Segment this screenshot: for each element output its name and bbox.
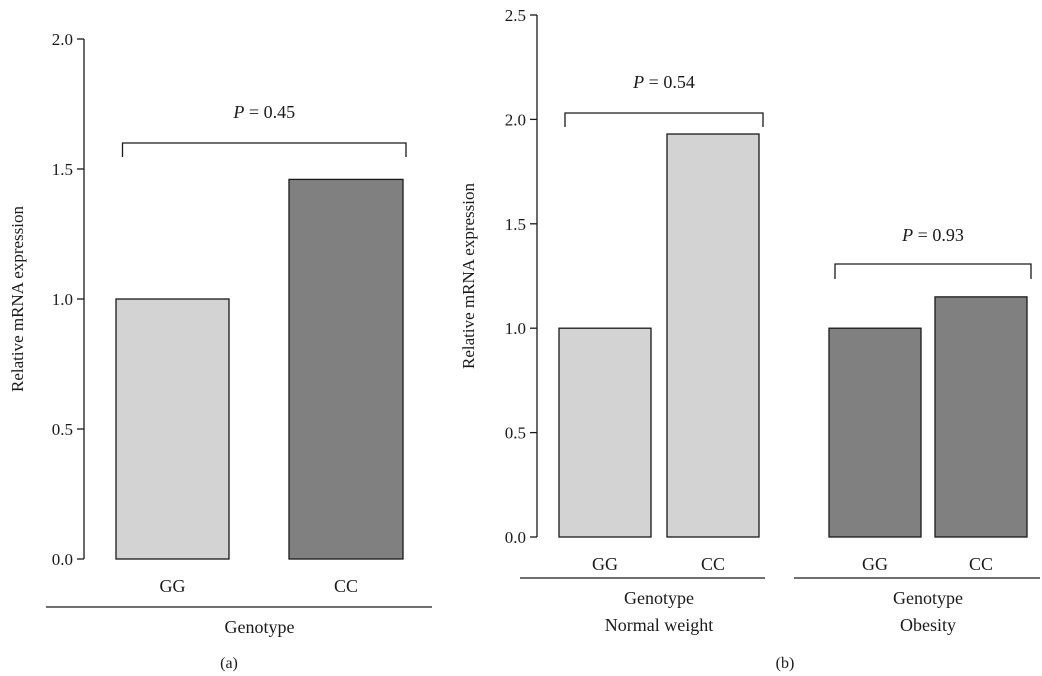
panel-label: (b): [776, 655, 795, 672]
y-axis-title: Relative mRNA expression: [8, 205, 27, 392]
panel-b-chart: 0.0 0.5 1.0 1.5 2.0 2.5 Relative mRNA expressi…: [459, 6, 1040, 672]
group-label: Genotype: [624, 588, 694, 608]
group-sublabel: Obesity: [900, 615, 956, 635]
y-tick-label: 2.5: [505, 6, 526, 25]
y-tick-label: 1.5: [505, 215, 526, 234]
p-value-label: P = 0.45: [232, 102, 295, 122]
bar: [288, 178, 404, 560]
y-tick-label: 1.5: [52, 160, 73, 179]
panel-a-chart: 0.0 0.5 1.0 1.5 2.0 Relative mRNA expression G…: [8, 30, 432, 672]
y-tick-label: 1.0: [505, 319, 526, 338]
y-tick-label: 0.0: [52, 550, 73, 569]
bar: [828, 327, 922, 538]
y-tick-label: 2.0: [505, 110, 526, 129]
y-tick-label: 1.0: [52, 290, 73, 309]
y-tick-label: 0.5: [52, 420, 73, 439]
significance-bracket: [834, 263, 1032, 279]
p-value-label: P = 0.54: [632, 72, 695, 92]
group-label: Genotype: [893, 588, 963, 608]
y-axis-title: Relative mRNA expression: [459, 182, 478, 369]
category-label: GG: [592, 554, 618, 574]
category-label: CC: [701, 554, 725, 574]
y-tick-label: 0.0: [505, 528, 526, 547]
y-tick-label: 0.5: [505, 424, 526, 443]
bar: [666, 133, 760, 538]
category-label: CC: [969, 554, 993, 574]
bar: [115, 298, 230, 560]
p-value-label: P = 0.93: [901, 225, 964, 245]
panel-label: (a): [220, 655, 238, 672]
bar: [558, 327, 652, 538]
significance-bracket: [564, 112, 764, 127]
category-label: CC: [334, 576, 358, 596]
group-sublabel: Normal weight: [605, 615, 713, 635]
y-tick-label: 2.0: [52, 30, 73, 49]
bar: [934, 296, 1028, 538]
significance-bracket: [121, 142, 407, 157]
group-label: Genotype: [225, 617, 295, 637]
category-label: GG: [862, 554, 888, 574]
category-label: GG: [160, 576, 186, 596]
